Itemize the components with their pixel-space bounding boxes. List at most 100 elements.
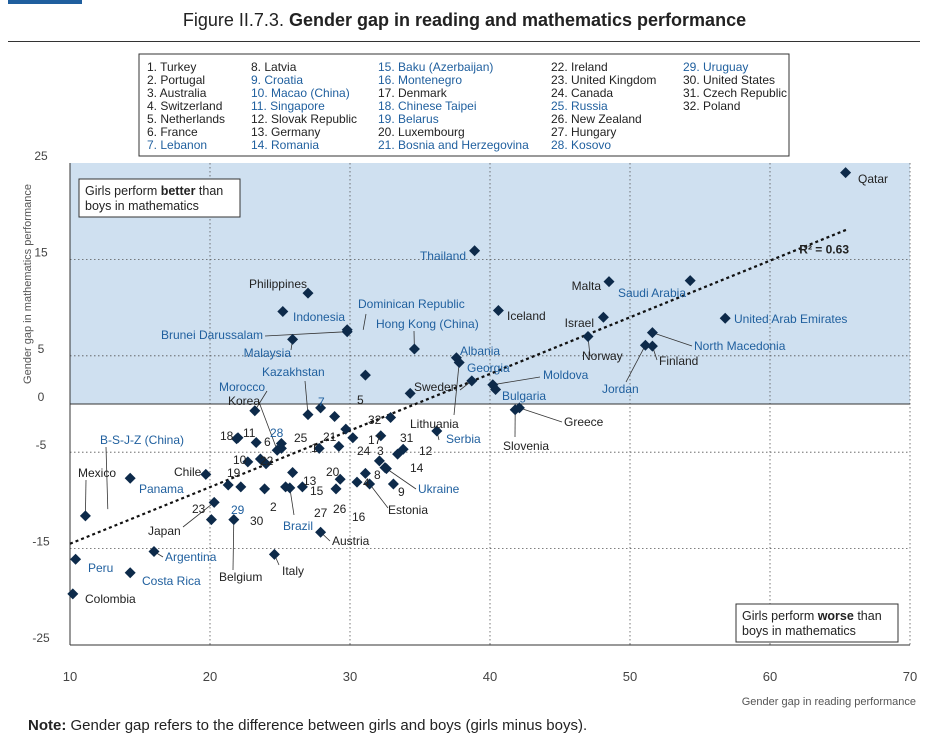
figure-title-prefix: Figure II.7.3. <box>182 10 284 30</box>
country-key-item: 25. Russia <box>551 99 608 113</box>
data-point-marker <box>235 481 247 493</box>
data-point-label: Panama <box>139 482 184 496</box>
leader-line <box>182 502 215 528</box>
country-key-item: 29. Uruguay <box>683 60 748 74</box>
leader-line <box>232 519 235 571</box>
data-point-label: Moldova <box>543 368 589 382</box>
country-key-item: 5. Netherlands <box>147 112 225 126</box>
data-point-marker <box>375 430 387 442</box>
data-point-marker <box>315 526 327 538</box>
data-point-marker <box>466 375 478 387</box>
annotation-girls-worse-box <box>735 603 899 643</box>
data-point-marker <box>840 167 852 179</box>
footnote-label: Note: <box>28 717 67 734</box>
annotation-girls-worse-line2: boys in mathematics <box>742 624 856 638</box>
country-key-item: 22. Ireland <box>551 60 608 74</box>
leader-line <box>105 446 109 510</box>
data-point-marker <box>373 455 385 467</box>
x-axis-title: Gender gap in reading performance <box>742 696 916 708</box>
data-point-marker <box>490 384 502 396</box>
figure-title-text: Gender gap in reading and mathematics pe… <box>288 10 747 30</box>
data-point-marker <box>359 467 371 479</box>
country-key-item: 11. Singapore <box>251 99 325 113</box>
data-point-label: Argentina <box>165 550 217 564</box>
x-tick-label: 70 <box>903 669 917 684</box>
data-point-label: 7 <box>318 395 325 409</box>
data-point-label: Serbia <box>446 432 481 446</box>
data-point-label: B-S-J-Z (China) <box>100 433 184 447</box>
data-point-label: 19 <box>227 466 241 480</box>
data-point-marker <box>509 404 521 416</box>
data-point-label: North Macedonia <box>694 339 786 353</box>
data-point-marker <box>469 245 481 257</box>
data-point-label: 29 <box>231 503 245 517</box>
data-point-label: Dominican Republic <box>358 297 465 311</box>
data-point-label: 9 <box>398 485 405 499</box>
data-point-marker <box>268 548 280 560</box>
country-key-item: 20. Luxembourg <box>378 125 465 139</box>
data-point-label: Ukraine <box>418 482 460 496</box>
data-point-label: Israel <box>565 316 594 330</box>
data-point-marker <box>347 432 359 444</box>
footnote: Note: Gender gap refers to the differenc… <box>28 717 587 734</box>
country-key-item: 27. Hungary <box>551 125 616 139</box>
leader-line <box>519 407 563 423</box>
country-key-item: 31. Czech Republic <box>683 86 787 100</box>
data-point-label: Indonesia <box>293 310 345 324</box>
country-key-item: 6. France <box>147 125 198 139</box>
data-point-label: 22 <box>260 454 274 468</box>
data-point-label: Saudi Arabia <box>618 286 686 300</box>
data-point-marker <box>280 481 292 493</box>
leader-line <box>492 376 541 386</box>
data-point-marker <box>200 468 212 480</box>
title-rule <box>8 41 920 42</box>
leader-line <box>625 345 646 383</box>
data-point-marker <box>302 287 314 299</box>
data-point-label: 32 <box>368 413 382 427</box>
leader-line <box>369 483 389 509</box>
data-point-label: 12 <box>419 444 433 458</box>
data-point-label: 31 <box>400 431 414 445</box>
data-point-label: Colombia <box>85 592 136 606</box>
y-tick-label: -5 <box>36 438 47 452</box>
top-accent-bar <box>8 0 82 4</box>
r-squared-label: R² = 0.63 <box>799 243 849 257</box>
annotation-girls-worse-line1: Girls perform worse than <box>742 609 882 623</box>
data-point-label: Korea <box>228 394 260 408</box>
data-point-label: 8 <box>374 468 381 482</box>
data-point-label: Hong Kong (China) <box>376 317 479 331</box>
x-tick-label: 60 <box>763 669 777 684</box>
data-point-label: Bulgaria <box>502 389 546 403</box>
x-tick-label: 30 <box>343 669 357 684</box>
country-key-item: 3. Australia <box>147 86 207 100</box>
country-key-item: 10. Macao (China) <box>251 86 350 100</box>
data-point-marker <box>646 340 658 352</box>
data-point-label: Peru <box>88 561 113 575</box>
data-point-marker <box>404 387 416 399</box>
data-point-marker <box>385 411 397 423</box>
data-point-marker <box>231 433 243 445</box>
data-point-marker <box>254 453 266 465</box>
data-point-label: Slovenia <box>503 439 549 453</box>
data-point-marker <box>208 496 220 508</box>
data-point-marker <box>582 331 594 343</box>
data-point-marker <box>124 567 136 579</box>
country-key-item: 16. Montenegro <box>378 73 462 87</box>
country-key-item: 7. Lebanon <box>147 138 207 152</box>
country-key-item: 1. Turkey <box>147 60 196 74</box>
data-point-label: 26 <box>333 502 347 516</box>
data-point-marker <box>431 425 443 437</box>
data-point-label: 23 <box>192 502 206 516</box>
data-point-label: Lithuania <box>410 417 459 431</box>
data-point-label: 10 <box>233 453 247 467</box>
data-point-marker <box>492 304 504 316</box>
x-tick-label: 10 <box>63 669 77 684</box>
data-point-marker <box>79 510 91 522</box>
data-point-marker <box>296 481 308 493</box>
data-point-marker <box>148 545 160 557</box>
data-point-marker <box>392 448 404 460</box>
data-point-label: Japan <box>148 524 181 538</box>
data-point-label: 14 <box>410 461 424 475</box>
data-point-marker <box>603 276 615 288</box>
